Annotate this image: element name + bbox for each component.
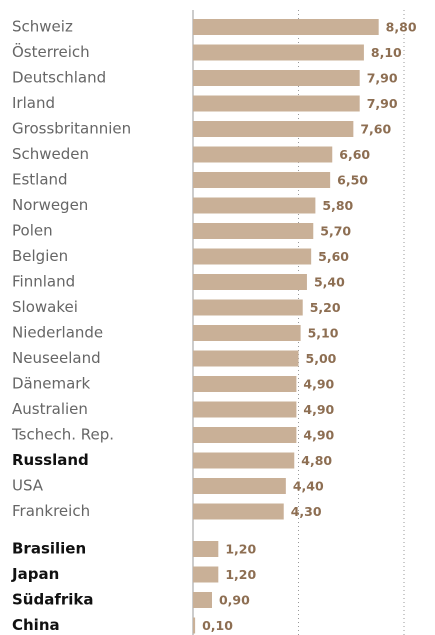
bar (193, 617, 196, 634)
bar (193, 452, 295, 469)
value-label: 5,10 (308, 326, 339, 341)
value-label: 4,90 (303, 428, 334, 443)
value-label: 7,90 (367, 96, 398, 111)
category-label: Australien (12, 400, 88, 418)
category-label: Niederlande (12, 324, 103, 342)
bar (193, 223, 314, 239)
bar (193, 541, 219, 557)
bar (193, 592, 212, 608)
category-label: Österreich (12, 42, 90, 61)
bar (193, 566, 219, 583)
bar (193, 248, 312, 265)
bar (193, 503, 284, 520)
value-label: 1,20 (225, 542, 256, 557)
category-label: Japan (11, 565, 59, 583)
category-label: Brasilien (12, 540, 86, 558)
bar (193, 299, 303, 316)
category-label: Slowakei (12, 298, 78, 316)
value-label: 5,80 (322, 198, 353, 213)
value-label: 0,90 (219, 593, 250, 608)
value-label: 4,40 (293, 479, 324, 494)
category-label: Tschech. Rep. (11, 426, 114, 444)
value-label: 5,00 (306, 351, 337, 366)
category-label: Südafrika (12, 591, 94, 609)
bar (193, 172, 331, 188)
bar (193, 70, 360, 86)
value-label: 6,60 (339, 147, 370, 162)
bar (193, 325, 301, 341)
bar (193, 401, 297, 418)
bar (193, 146, 333, 163)
category-label: Grossbritannien (12, 120, 131, 138)
value-label: 5,60 (318, 249, 349, 264)
category-label: Belgien (12, 247, 68, 265)
value-label: 5,70 (320, 224, 351, 239)
category-label: Norwegen (12, 196, 88, 214)
category-label: Finnland (12, 273, 75, 291)
value-label: 6,50 (337, 173, 368, 188)
bar (193, 121, 354, 137)
category-label: Irland (12, 94, 55, 112)
bar (193, 350, 299, 367)
category-label: Schweden (12, 145, 89, 163)
bar (193, 19, 379, 35)
value-label: 5,20 (310, 300, 341, 315)
value-label: 7,60 (360, 122, 391, 137)
bar (193, 274, 307, 290)
value-label: 1,20 (225, 567, 256, 582)
category-label: Frankreich (12, 502, 90, 520)
value-label: 8,10 (371, 45, 402, 60)
category-label: Neuseeland (12, 349, 101, 367)
category-label: Schweiz (12, 18, 73, 36)
category-label: Polen (12, 222, 53, 240)
category-label: Estland (12, 171, 68, 189)
value-label: 0,10 (202, 618, 233, 633)
value-label: 4,80 (301, 453, 332, 468)
value-label: 7,90 (367, 71, 398, 86)
value-label: 4,90 (303, 402, 334, 417)
category-label: China (12, 616, 60, 634)
value-label: 5,40 (314, 275, 345, 290)
category-label: USA (12, 477, 44, 495)
bar (193, 376, 297, 392)
bar (193, 44, 364, 61)
value-label: 4,90 (303, 377, 334, 392)
category-label: Russland (12, 451, 89, 469)
bar (193, 197, 316, 214)
value-label: 8,80 (386, 20, 417, 35)
value-label: 4,30 (291, 504, 322, 519)
bar (193, 427, 297, 443)
bar (193, 478, 286, 494)
category-label: Deutschland (12, 69, 106, 87)
category-label: Dänemark (12, 375, 90, 393)
bar (193, 95, 360, 112)
